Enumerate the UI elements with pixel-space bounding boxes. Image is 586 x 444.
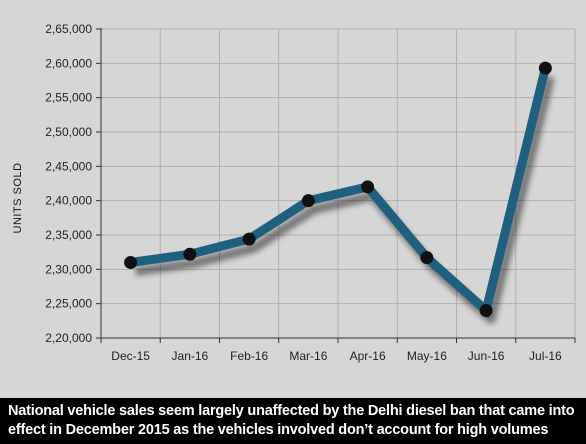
x-tick-labels: Dec-15 Jan-16 Feb-16 Mar-16 Apr-16 May-16 Jun-… xyxy=(111,349,562,363)
x-tick-label: Jun-16 xyxy=(468,349,505,363)
y-tick-label: 2,65,000 xyxy=(45,22,92,36)
axes xyxy=(96,28,576,343)
data-point-jan-16 xyxy=(183,247,197,261)
y-tick-label: 2,45,000 xyxy=(45,159,92,173)
x-tick-label: Apr-16 xyxy=(350,349,386,363)
y-tick-labels: 2,20,000 2,25,000 2,30,000 2,35,000 2,40,000… xyxy=(45,22,92,345)
y-axis-title: UNITS SOLD xyxy=(12,162,24,233)
x-tick-label: Jan-16 xyxy=(172,349,209,363)
y-tick-label: 2,60,000 xyxy=(45,56,92,70)
y-tick-label: 2,20,000 xyxy=(45,331,92,345)
y-tick-label: 2,30,000 xyxy=(45,262,92,276)
series-line xyxy=(129,67,550,319)
grid xyxy=(101,28,576,338)
data-point-apr-16 xyxy=(361,180,375,194)
data-point-jun-16 xyxy=(479,304,493,318)
line-chart: 2,20,000 2,25,000 2,30,000 2,35,000 2,40,000… xyxy=(12,22,576,363)
caption: National vehicle sales seem largely unaf… xyxy=(0,398,586,444)
x-tick-label: Feb-16 xyxy=(230,349,268,363)
x-tick-label: May-16 xyxy=(407,349,447,363)
x-tick-label: Jul-16 xyxy=(529,349,562,363)
chart-area: 2,20,000 2,25,000 2,30,000 2,35,000 2,40,000… xyxy=(12,22,576,363)
y-tick-label: 2,50,000 xyxy=(45,125,92,139)
data-point-feb-16 xyxy=(242,232,256,246)
x-tick-label: Mar-16 xyxy=(289,349,327,363)
data-point-mar-16 xyxy=(301,194,315,208)
data-point-dec-15 xyxy=(124,255,138,269)
series xyxy=(124,61,555,324)
y-tick-label: 2,35,000 xyxy=(45,228,92,242)
x-tick-label: Dec-15 xyxy=(111,349,150,363)
y-tick-label: 2,40,000 xyxy=(45,194,92,208)
data-point-may-16 xyxy=(420,251,434,265)
y-tick-label: 2,55,000 xyxy=(45,91,92,105)
y-tick-label: 2,25,000 xyxy=(45,297,92,311)
data-point-jul-16 xyxy=(538,61,552,75)
